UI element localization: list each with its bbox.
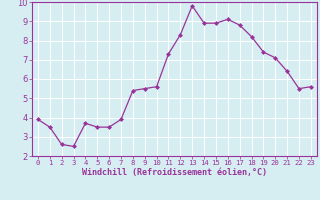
X-axis label: Windchill (Refroidissement éolien,°C): Windchill (Refroidissement éolien,°C) xyxy=(82,168,267,177)
